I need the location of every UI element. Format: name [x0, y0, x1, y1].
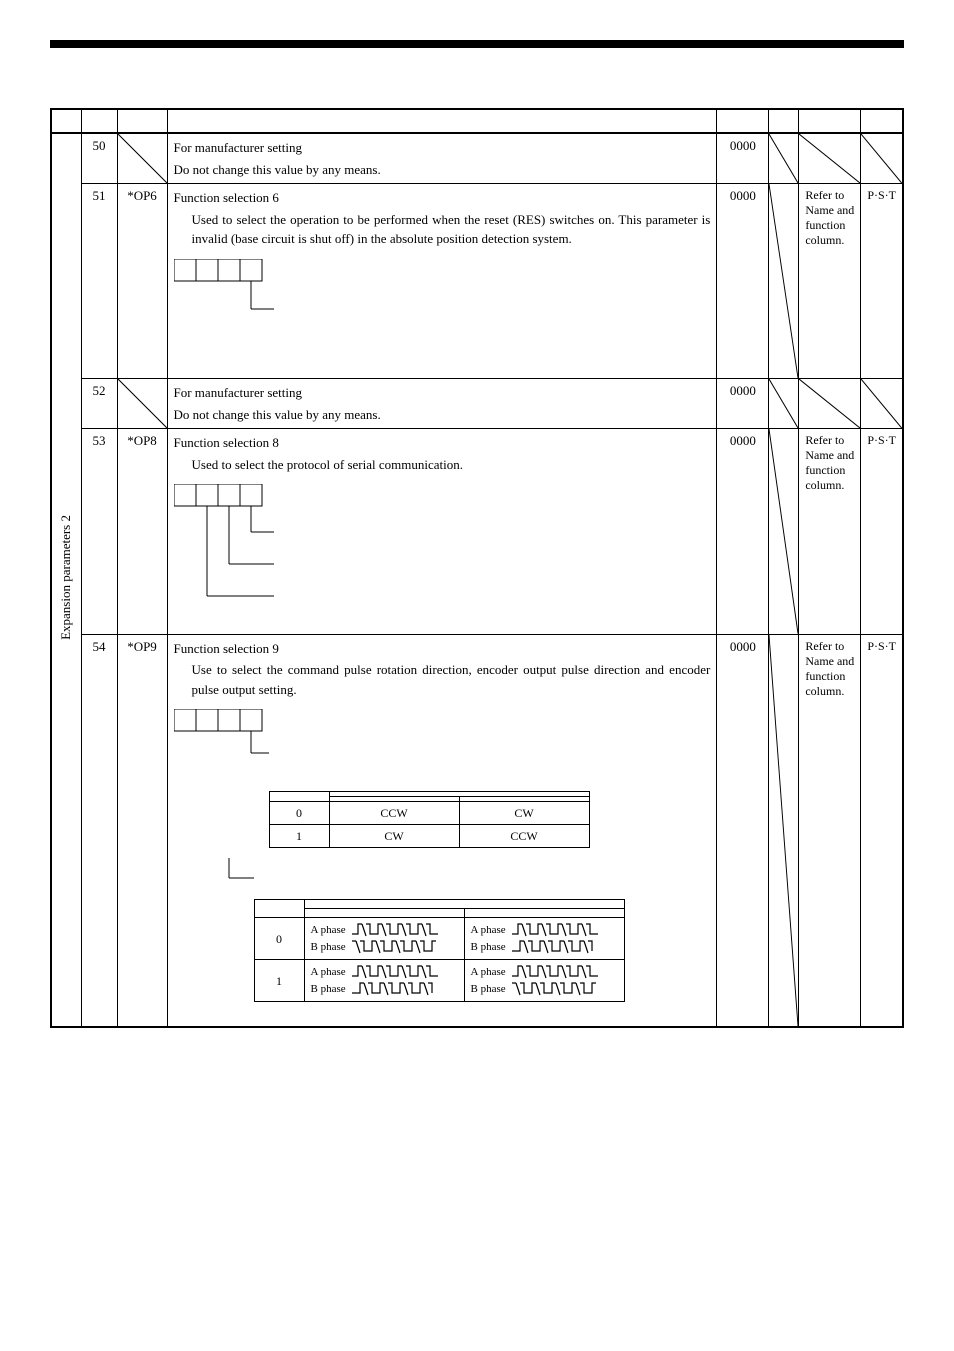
dir-cell: 1 [269, 824, 329, 847]
enc-setval: 0 [254, 918, 304, 960]
phase-label: A phase [311, 964, 348, 981]
bit-diagram-icon [174, 709, 644, 779]
unit-cell [769, 184, 799, 379]
phase-label: A phase [311, 922, 348, 939]
param-no: 51 [81, 184, 117, 379]
pulse-waveform-icon [512, 964, 612, 980]
param-title: For manufacturer setting [174, 138, 711, 158]
unit-cell [769, 379, 799, 429]
param-body: Do not change this value by any means. [174, 160, 711, 180]
dir-cell: CCW [329, 801, 459, 824]
encoder-table: 0 A phase B phase [254, 899, 625, 1002]
table-row: Expansion parameters 2 50 For manufactur… [51, 133, 903, 184]
param-no: 52 [81, 379, 117, 429]
bit-diagram-icon [174, 484, 314, 624]
initial-value: 0000 [717, 379, 769, 429]
initial-value: 0000 [717, 184, 769, 379]
enc-setval: 1 [254, 960, 304, 1002]
table-row: 54 *OP9 Function selection 9 Use to sele… [51, 634, 903, 1027]
dir-cell: CW [329, 824, 459, 847]
setting-text: Refer to Name and function column. [799, 184, 861, 379]
header-bar [50, 40, 904, 48]
class-label: Expansion parameters 2 [58, 515, 74, 640]
table-row: 51 *OP6 Function selection 6 Used to sel… [51, 184, 903, 379]
initial-value: 0000 [717, 133, 769, 184]
initial-value: 0000 [717, 634, 769, 1027]
phase-label: B phase [471, 939, 508, 956]
param-body: Used to select the operation to be perfo… [174, 210, 711, 249]
mode-text: P·S·T [861, 429, 903, 635]
dir-cell: 0 [269, 801, 329, 824]
param-title: For manufacturer setting [174, 383, 711, 403]
symbol-cell [117, 133, 167, 184]
phase-label: B phase [471, 981, 508, 998]
pulse-waveform-icon [352, 922, 452, 938]
bit-diagram-icon [174, 259, 314, 369]
table-row: 53 *OP8 Function selection 8 Used to sel… [51, 429, 903, 635]
pulse-waveform-icon [512, 939, 612, 955]
pulse-waveform-icon [352, 981, 452, 997]
param-body: Used to select the protocol of serial co… [174, 455, 711, 475]
direction-table: 0 CCW CW 1 CW CCW [269, 791, 590, 848]
pulse-waveform-icon [352, 939, 452, 955]
mode-text: P·S·T [861, 184, 903, 379]
pulse-waveform-icon [512, 922, 612, 938]
unit-cell [769, 133, 799, 184]
branch-line-icon [174, 858, 644, 888]
param-body: Do not change this value by any means. [174, 405, 711, 425]
param-symbol: *OP8 [117, 429, 167, 635]
dir-cell: CW [459, 801, 589, 824]
phase-label: B phase [311, 981, 348, 998]
symbol-cell [117, 379, 167, 429]
table-row: 52 For manufacturer setting Do not chang… [51, 379, 903, 429]
param-title: Function selection 9 [174, 639, 711, 659]
unit-cell [769, 429, 799, 635]
initial-value: 0000 [717, 429, 769, 635]
table-header [51, 109, 903, 133]
setting-text: Refer to Name and function column. [799, 634, 861, 1027]
parameter-table: Expansion parameters 2 50 For manufactur… [50, 108, 904, 1028]
param-symbol: *OP9 [117, 634, 167, 1027]
mode-text: P·S·T [861, 634, 903, 1027]
phase-label: B phase [311, 939, 348, 956]
dir-cell: CCW [459, 824, 589, 847]
unit-cell [769, 634, 799, 1027]
mode-cell [861, 133, 903, 184]
param-no: 54 [81, 634, 117, 1027]
phase-label: A phase [471, 922, 508, 939]
param-title: Function selection 8 [174, 433, 711, 453]
param-body: Use to select the command pulse rotation… [174, 660, 711, 699]
pulse-waveform-icon [512, 981, 612, 997]
pulse-waveform-icon [352, 964, 452, 980]
phase-label: A phase [471, 964, 508, 981]
setting-cell [799, 133, 861, 184]
param-no: 53 [81, 429, 117, 635]
setting-text: Refer to Name and function column. [799, 429, 861, 635]
setting-cell [799, 379, 861, 429]
param-title: Function selection 6 [174, 188, 711, 208]
mode-cell [861, 379, 903, 429]
param-symbol: *OP6 [117, 184, 167, 379]
param-no: 50 [81, 133, 117, 184]
